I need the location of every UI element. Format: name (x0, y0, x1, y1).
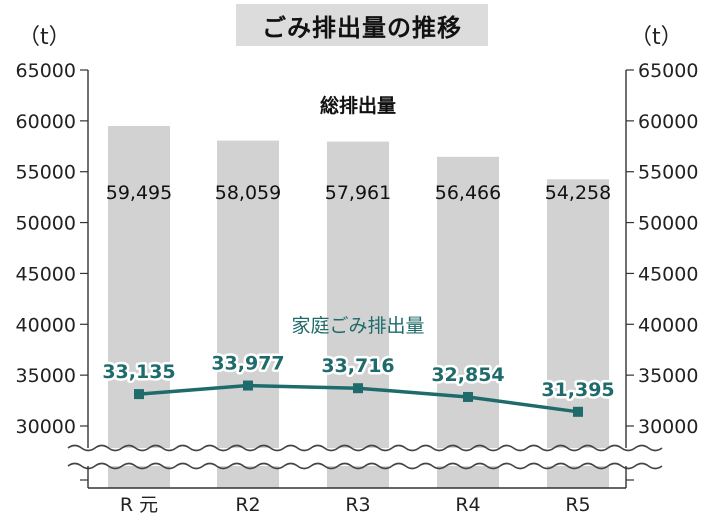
bar-total-1 (108, 125, 170, 488)
bar-value-label-4: 56,466 (435, 182, 501, 204)
bar-total-2 (217, 140, 279, 488)
bar-value-label-3: 57,961 (325, 182, 391, 204)
household-value-label-2: 33,977 (211, 353, 284, 375)
chart-title: ごみ排出量の推移 (262, 13, 462, 42)
right-tick-label-40000: 40000 (638, 314, 698, 336)
left-tick-label-50000: 50000 (16, 213, 76, 235)
right-tick-label-35000: 35000 (638, 365, 698, 387)
x-tick-label-1: R 元 (120, 494, 158, 516)
bar-total-4 (437, 156, 499, 488)
right-tick-label-55000: 55000 (638, 162, 698, 184)
right-tick-label-50000: 50000 (638, 213, 698, 235)
x-tick-label-5: R5 (565, 494, 590, 516)
household-value-label-5: 31,395 (541, 379, 614, 401)
household-value-label-3: 33,716 (321, 355, 394, 377)
bar-total-3 (327, 141, 389, 488)
axis-break-band (60, 448, 660, 466)
household-point-4 (463, 391, 473, 402)
left-unit-label: （t） (18, 25, 71, 50)
chart-title-box: ごみ排出量の推移 (236, 4, 488, 46)
household-point-3 (353, 383, 363, 394)
series-label-household: 家庭ごみ排出量 (291, 315, 424, 337)
right-tick-label-60000: 60000 (638, 111, 698, 133)
household-point-5 (573, 406, 583, 417)
left-tick-label-30000: 30000 (16, 416, 76, 438)
bar-total-5 (547, 179, 609, 489)
household-point-2 (243, 380, 253, 391)
bar-value-label-2: 58,059 (215, 182, 281, 204)
household-point-1 (134, 389, 144, 400)
x-tick-label-3: R3 (345, 494, 370, 516)
left-tick-label-45000: 45000 (16, 263, 76, 285)
right-tick-label-45000: 45000 (638, 263, 698, 285)
right-tick-label-30000: 30000 (638, 416, 698, 438)
right-tick-label-65000: 65000 (638, 60, 698, 82)
left-tick-label-65000: 65000 (16, 60, 76, 82)
household-value-label-4: 32,854 (431, 364, 504, 386)
household-value-label-1: 33,135 (102, 361, 175, 383)
bar-value-label-1: 59,495 (106, 182, 172, 204)
x-tick-label-4: R4 (455, 494, 480, 516)
left-tick-label-60000: 60000 (16, 111, 76, 133)
left-tick-label-35000: 35000 (16, 365, 76, 387)
right-unit-label: （t） (630, 25, 683, 50)
left-tick-label-55000: 55000 (16, 162, 76, 184)
x-tick-label-2: R2 (235, 494, 260, 516)
series-label-total: 総排出量 (320, 94, 396, 117)
left-tick-label-40000: 40000 (16, 314, 76, 336)
bar-value-label-5: 54,258 (545, 182, 611, 204)
axis-break-bottom-wave (67, 462, 663, 470)
axis-break-top-wave (67, 444, 663, 452)
